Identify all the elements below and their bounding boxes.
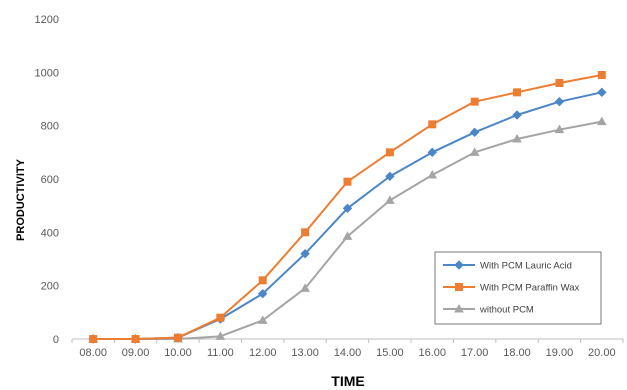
legend-label: With PCM Lauric Acid: [480, 261, 572, 272]
y-axis-ticks: 0 200 400 600 800 1000 1200: [35, 14, 59, 346]
data-point: [554, 96, 565, 107]
series-layer: [88, 71, 607, 344]
y-tick-label: 800: [41, 121, 59, 133]
data-point: [343, 177, 352, 186]
data-point: [512, 133, 522, 143]
data-point: [554, 124, 565, 134]
legend-label: without PCM: [479, 305, 534, 316]
data-point: [215, 331, 226, 340]
x-tick-label: 17.00: [461, 347, 489, 359]
data-point: [597, 71, 606, 79]
data-point: [427, 147, 437, 158]
data-point: [385, 171, 395, 182]
y-tick-label: 600: [41, 174, 59, 186]
y-tick-label: 1000: [35, 67, 59, 79]
legend-marker: [455, 283, 463, 291]
x-tick-label: 08.00: [79, 347, 107, 359]
data-point: [300, 283, 310, 292]
data-point: [555, 79, 564, 87]
y-axis-title: PRODUCTIVITY: [15, 158, 27, 241]
data-point: [131, 335, 140, 343]
x-tick-label: 18.00: [503, 347, 531, 359]
x-tick-label: 19.00: [546, 347, 574, 359]
x-tick-label: 13.00: [291, 347, 319, 359]
x-tick-label: 09.00: [122, 347, 150, 359]
x-tick-label: 20.00: [588, 347, 616, 359]
y-tick-label: 200: [41, 281, 59, 293]
data-point: [216, 313, 225, 322]
x-tick-label: 14.00: [334, 347, 362, 359]
x-tick-label: 16.00: [419, 347, 447, 359]
data-point: [385, 148, 394, 157]
data-point: [258, 276, 267, 285]
data-point: [469, 147, 480, 156]
data-point: [342, 231, 353, 240]
legend: With PCM Lauric Acid With PCM Paraffin Wa…: [434, 251, 602, 325]
y-tick-label: 1200: [35, 14, 59, 26]
data-point: [258, 288, 268, 299]
data-point: [173, 333, 182, 342]
data-point: [513, 88, 522, 97]
data-point: [257, 315, 268, 324]
data-point: [427, 169, 438, 179]
x-tick-label: 11.00: [207, 347, 234, 359]
data-point: [385, 195, 395, 204]
y-tick-label: 0: [53, 334, 59, 346]
data-point: [301, 228, 310, 237]
series-with-pcm-paraffin-wax: [89, 71, 606, 343]
data-point: [89, 335, 98, 343]
legend-marker: [454, 303, 464, 313]
x-tick-label: 15.00: [376, 347, 404, 359]
data-point: [597, 87, 607, 98]
x-axis-title: TIME: [331, 373, 364, 389]
legend-marker: [454, 260, 464, 270]
data-point: [428, 120, 437, 129]
data-point: [596, 116, 607, 126]
y-tick-label: 400: [41, 227, 59, 239]
data-point: [469, 127, 480, 138]
x-tick-label: 10.00: [164, 347, 192, 359]
data-point: [342, 203, 353, 214]
data-point: [512, 110, 522, 120]
data-point: [300, 248, 310, 259]
x-tick-label: 12.00: [249, 347, 277, 359]
x-axis-ticks: 08.00 09.00 10.00 11.00 12.00 13.00 14.00 15.00…: [71, 339, 624, 359]
data-point: [470, 97, 479, 106]
legend-label: With PCM Paraffin Wax: [480, 283, 579, 294]
